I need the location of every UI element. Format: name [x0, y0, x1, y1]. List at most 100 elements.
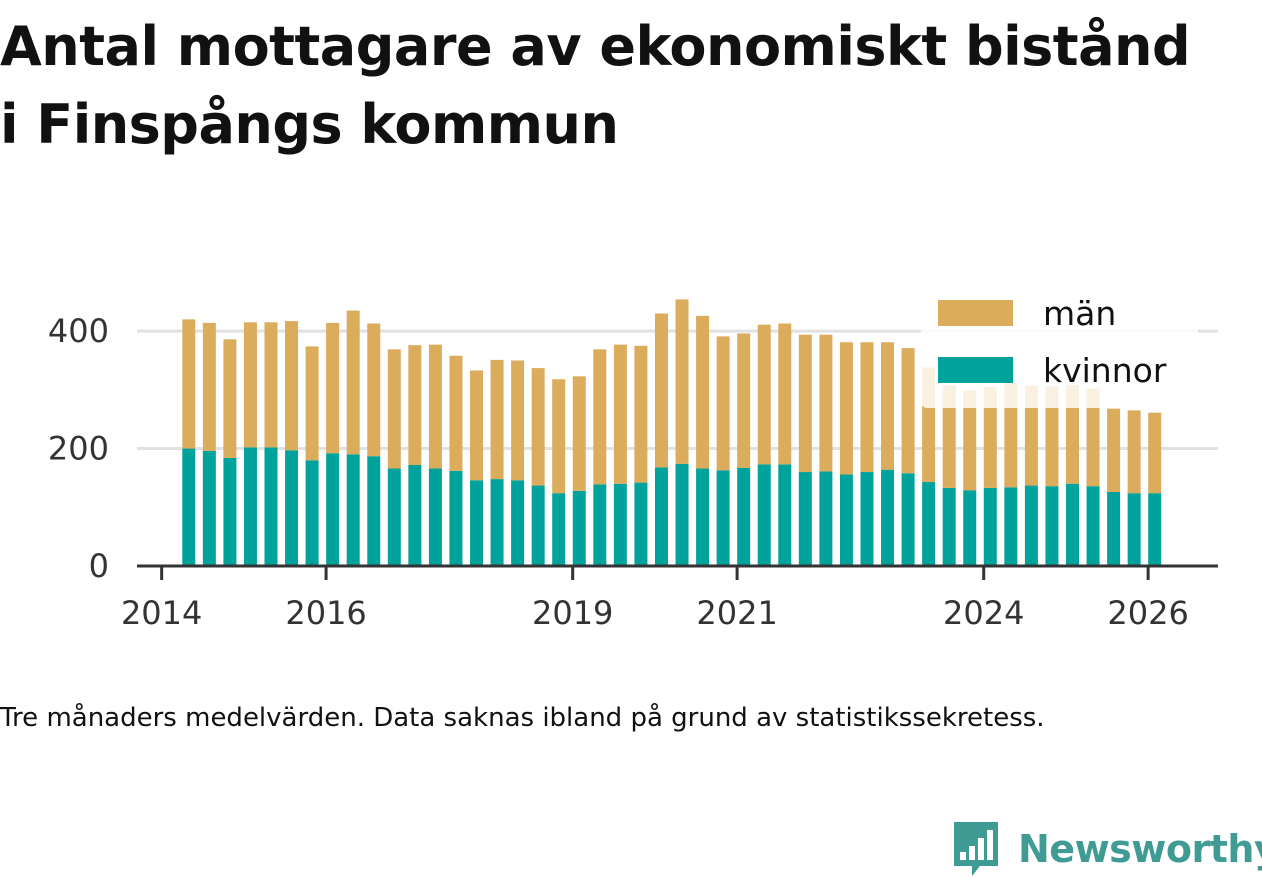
newsworthy-logo: Newsworthy: [950, 818, 1262, 880]
bar-man: [1065, 385, 1079, 484]
bar-man: [1127, 410, 1141, 494]
bar-man: [737, 333, 751, 468]
bar-man: [305, 346, 319, 461]
bar-kvinnor: [449, 470, 463, 566]
bar-kvinnor: [696, 468, 710, 566]
bar-kvinnor: [839, 474, 853, 566]
bar-kvinnor: [983, 487, 997, 566]
bar-man: [449, 355, 463, 471]
bar-kvinnor: [531, 485, 545, 566]
axes: 0 200 400 2014 2016 2019 2021 2024 2026: [48, 312, 1218, 632]
bar-man: [983, 386, 997, 488]
bar-man: [901, 348, 915, 474]
chart-title: Antal mottagare av ekonomiskt bistånd i …: [0, 8, 1262, 164]
bar-kvinnor: [1045, 486, 1059, 566]
bar-kvinnor: [490, 479, 504, 566]
bar-kvinnor: [326, 453, 340, 566]
x-tick-label: 2016: [285, 594, 366, 632]
bar-man: [881, 342, 895, 470]
bar-kvinnor: [1127, 493, 1141, 566]
bar-man: [942, 385, 956, 488]
bar-kvinnor: [511, 480, 525, 566]
bar-kvinnor: [901, 473, 915, 566]
bar-kvinnor: [470, 480, 484, 566]
brand-name: Newsworthy: [1018, 827, 1262, 871]
x-tick-label: 2014: [121, 594, 202, 632]
bars: [182, 299, 1162, 566]
bar-man: [202, 322, 216, 451]
bar-kvinnor: [737, 467, 751, 566]
x-tick-label: 2026: [1107, 594, 1188, 632]
bar-man: [182, 319, 196, 449]
legend-label: kvinnor: [1043, 351, 1167, 390]
y-tick-label: 0: [89, 547, 109, 585]
bar-man: [819, 334, 833, 472]
bar-kvinnor: [757, 464, 771, 566]
bar-man: [285, 321, 299, 451]
bar-kvinnor: [593, 484, 607, 566]
x-tick-label: 2021: [696, 594, 777, 632]
bar-kvinnor: [716, 470, 730, 566]
y-tick-label: 200: [48, 430, 109, 468]
bar-kvinnor: [552, 493, 566, 566]
bar-kvinnor: [1148, 493, 1162, 566]
bar-kvinnor: [408, 464, 422, 566]
bar-kvinnor: [285, 450, 299, 566]
bar-man: [243, 322, 257, 448]
bar-kvinnor: [778, 464, 792, 566]
bar-kvinnor: [819, 471, 833, 566]
x-tick-label: 2024: [943, 594, 1024, 632]
legend-label: män: [1043, 294, 1116, 333]
bar-kvinnor: [881, 469, 895, 566]
bar-man: [470, 370, 484, 481]
bar-kvinnor: [1004, 487, 1018, 566]
bar-man: [264, 322, 278, 448]
bar-kvinnor: [243, 447, 257, 566]
bar-man: [408, 345, 422, 465]
bar-man: [1004, 382, 1018, 488]
bar-kvinnor: [798, 472, 812, 566]
chart-note: Tre månaders medelvärden. Data saknas ib…: [0, 703, 1045, 733]
bar-kvinnor: [182, 448, 196, 566]
bar-kvinnor: [1065, 483, 1079, 566]
bar-kvinnor: [675, 463, 689, 566]
bar-man: [511, 360, 525, 481]
bar-man: [1045, 386, 1059, 487]
bar-kvinnor: [963, 490, 977, 566]
bar-kvinnor: [1024, 485, 1038, 566]
bar-kvinnor: [942, 487, 956, 566]
bar-man: [223, 339, 237, 458]
bar-man: [1148, 412, 1162, 494]
bar-man: [490, 359, 504, 480]
bar-man: [798, 334, 812, 473]
bar-kvinnor: [1086, 486, 1100, 566]
bar-man: [387, 349, 401, 469]
stacked-bar-chart: 0 200 400 2014 2016 2019 2021 2024 2026 män kvinn…: [47, 294, 1218, 632]
bar-kvinnor: [346, 454, 360, 566]
legend: män kvinnor: [938, 294, 1167, 390]
title-line-2: i Finspångs kommun: [0, 93, 619, 156]
bar-man: [696, 315, 710, 469]
bar-man: [531, 368, 545, 486]
title-line-1: Antal mottagare av ekonomiskt bistånd: [0, 15, 1191, 78]
bar-man: [634, 345, 648, 483]
bar-kvinnor: [572, 490, 586, 566]
bar-kvinnor: [223, 457, 237, 566]
bar-man: [1107, 408, 1121, 493]
bar-kvinnor: [202, 450, 216, 566]
bar-man: [593, 349, 607, 485]
bar-man: [367, 323, 381, 457]
bar-kvinnor: [613, 483, 627, 566]
bar-man: [572, 376, 586, 491]
bar-kvinnor: [634, 482, 648, 566]
bar-man: [654, 313, 668, 468]
bar-man: [860, 342, 874, 473]
bar-man: [552, 379, 566, 494]
bar-man: [326, 322, 340, 454]
bar-kvinnor: [860, 472, 874, 566]
bar-man: [428, 344, 442, 469]
bar-man: [346, 310, 360, 455]
bar-man: [1086, 388, 1100, 487]
bar-man: [675, 299, 689, 464]
bar-kvinnor: [428, 468, 442, 566]
